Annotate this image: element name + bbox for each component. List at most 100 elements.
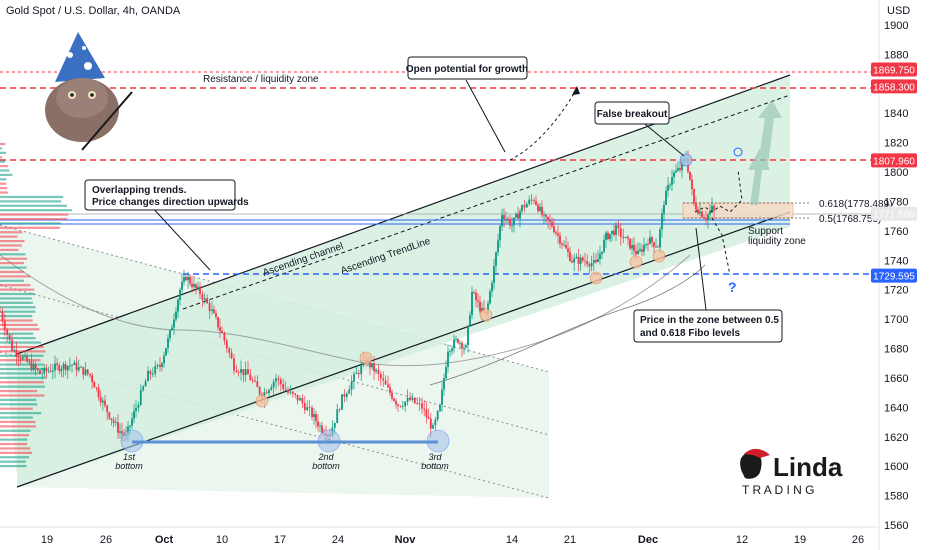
x-tick-label: 19 bbox=[41, 534, 53, 546]
candle-body bbox=[13, 349, 16, 351]
candle-body bbox=[689, 171, 691, 180]
candle-body bbox=[588, 264, 591, 267]
annotation-false-breakout: False breakout bbox=[597, 109, 668, 120]
candle-body bbox=[391, 392, 393, 399]
volume-profile-bar bbox=[0, 257, 28, 260]
candle-body bbox=[701, 211, 703, 218]
volume-profile-bar bbox=[0, 429, 31, 432]
candle-body bbox=[637, 250, 639, 255]
candle-body bbox=[135, 407, 137, 412]
candle-body bbox=[528, 199, 531, 204]
candle-body bbox=[95, 387, 98, 389]
y-tick-label: 1600 bbox=[884, 461, 908, 473]
volume-profile-bar bbox=[0, 231, 23, 234]
candle-body bbox=[597, 259, 599, 263]
candle-body bbox=[147, 370, 149, 382]
candle-body bbox=[627, 236, 629, 239]
candle-body bbox=[54, 363, 56, 371]
candle-body bbox=[507, 218, 509, 220]
candle-body bbox=[475, 292, 477, 301]
candle-body bbox=[249, 374, 252, 381]
candle-body bbox=[133, 411, 135, 419]
candle-body bbox=[487, 303, 489, 314]
candle-body bbox=[375, 369, 377, 372]
candle-body bbox=[91, 375, 94, 383]
candle-body bbox=[384, 380, 387, 385]
candle-body bbox=[71, 364, 73, 366]
candle-body bbox=[181, 281, 183, 290]
candle-body bbox=[159, 365, 161, 367]
candle-body bbox=[64, 364, 67, 371]
candle-body bbox=[360, 365, 363, 375]
level-label: 1729.595 bbox=[873, 272, 915, 283]
candle-body bbox=[89, 373, 91, 376]
candle-body bbox=[563, 244, 565, 246]
candle-body bbox=[537, 204, 539, 211]
candle-body bbox=[171, 327, 173, 331]
candle-body bbox=[279, 379, 282, 385]
volume-profile-bar bbox=[0, 275, 31, 278]
volume-profile-bar bbox=[0, 460, 26, 463]
candle-body bbox=[294, 393, 297, 395]
level-label-bg bbox=[871, 153, 917, 168]
y-tick-label: 1580 bbox=[884, 491, 908, 503]
y-tick-label: 1680 bbox=[884, 344, 908, 356]
volume-profile bbox=[0, 142, 73, 468]
candle-body bbox=[187, 277, 189, 281]
candle-body bbox=[517, 213, 519, 219]
candle-body bbox=[551, 221, 553, 227]
candle-body bbox=[235, 370, 238, 373]
candle-body bbox=[114, 422, 117, 423]
volume-profile-bar bbox=[0, 464, 27, 468]
currency-label: USD bbox=[887, 5, 910, 17]
candle-body bbox=[406, 397, 409, 402]
volume-profile-bar bbox=[0, 169, 10, 172]
candle-body bbox=[299, 398, 301, 401]
candle-body bbox=[301, 398, 304, 403]
candle-body bbox=[161, 363, 163, 367]
candle-body bbox=[545, 214, 547, 217]
x-tick-label: 26 bbox=[852, 534, 864, 546]
question-mark: ? bbox=[728, 279, 737, 295]
candle-body bbox=[275, 378, 277, 382]
candle-body bbox=[707, 214, 709, 221]
volume-profile-bar bbox=[0, 438, 28, 441]
candle-body bbox=[509, 219, 511, 226]
candle-body bbox=[139, 390, 142, 405]
candle-body bbox=[117, 422, 119, 433]
candle-body bbox=[156, 365, 159, 367]
fibo-zone-box bbox=[682, 202, 794, 219]
candle-body bbox=[270, 387, 273, 390]
target-marker bbox=[733, 147, 743, 157]
candle-body bbox=[503, 215, 505, 220]
candle-body bbox=[233, 358, 235, 371]
candle-body bbox=[377, 369, 380, 374]
candle-body bbox=[129, 425, 131, 427]
volume-profile-bar bbox=[0, 244, 22, 247]
candle-body bbox=[268, 389, 270, 394]
candle-body bbox=[665, 190, 667, 205]
candle-body bbox=[373, 363, 375, 372]
x-tick-label: 21 bbox=[564, 534, 576, 546]
candle-body bbox=[584, 260, 586, 262]
volume-profile-bar bbox=[0, 354, 44, 357]
candle-body bbox=[495, 252, 497, 266]
growth-arrowhead bbox=[572, 86, 580, 95]
candle-body bbox=[34, 364, 37, 369]
candle-body bbox=[681, 161, 683, 171]
candle-body bbox=[653, 242, 655, 247]
volume-profile-bar bbox=[0, 301, 33, 304]
candle-body bbox=[481, 307, 483, 312]
candle-body bbox=[409, 397, 411, 400]
volume-profile-bar bbox=[0, 363, 45, 366]
volume-profile-bar bbox=[0, 434, 29, 437]
candle-body bbox=[254, 380, 256, 382]
candle-body bbox=[203, 298, 206, 300]
candle-body bbox=[272, 381, 275, 388]
x-tick-label: Dec bbox=[638, 534, 658, 546]
volume-profile-bar bbox=[0, 332, 34, 335]
candle-body bbox=[247, 369, 249, 375]
volume-profile-bar bbox=[0, 442, 28, 446]
candles bbox=[0, 150, 715, 445]
candle-body bbox=[338, 409, 341, 411]
